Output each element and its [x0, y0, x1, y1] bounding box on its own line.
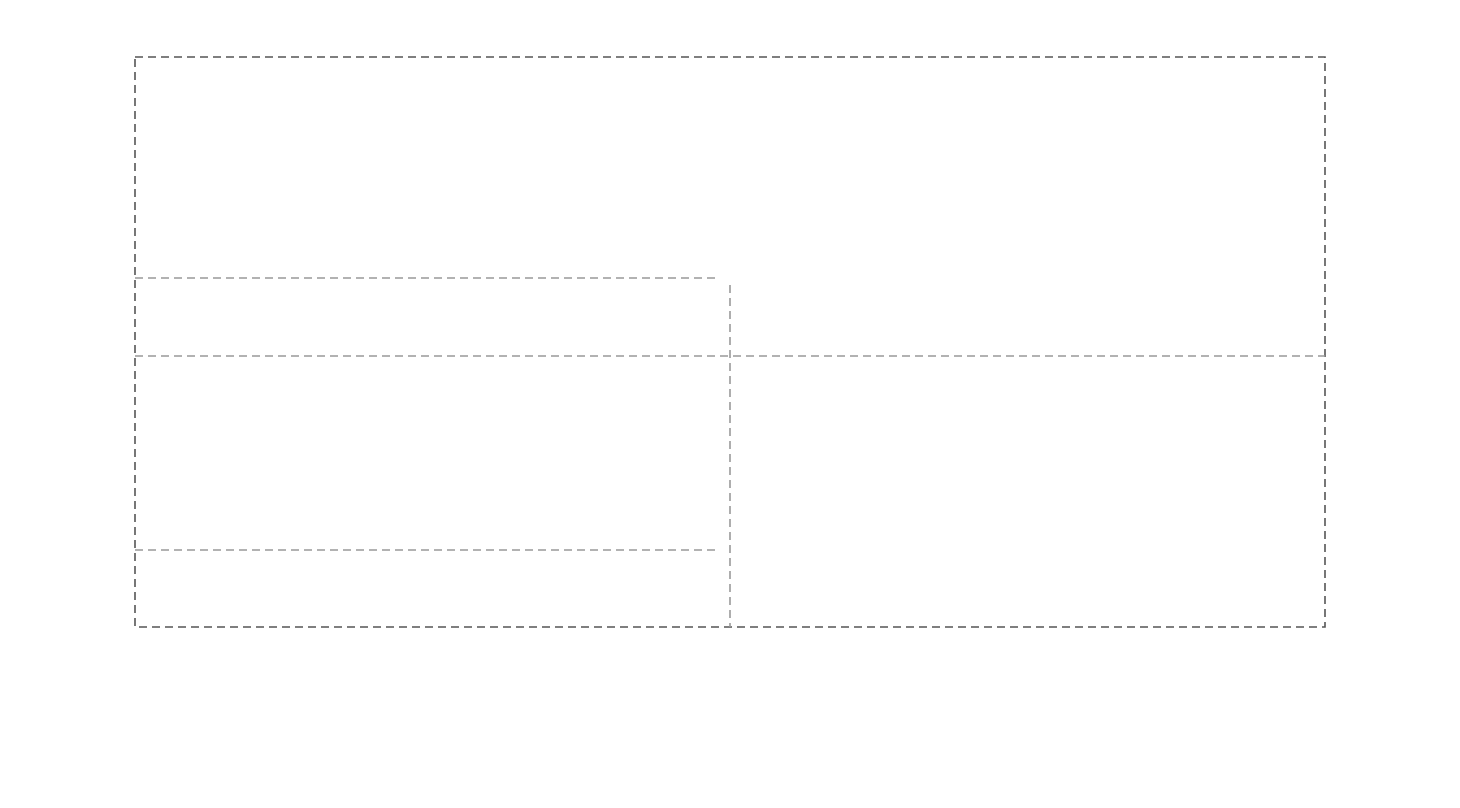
- layout-diagram: [134, 56, 1326, 628]
- diagram-svg: [134, 56, 1326, 628]
